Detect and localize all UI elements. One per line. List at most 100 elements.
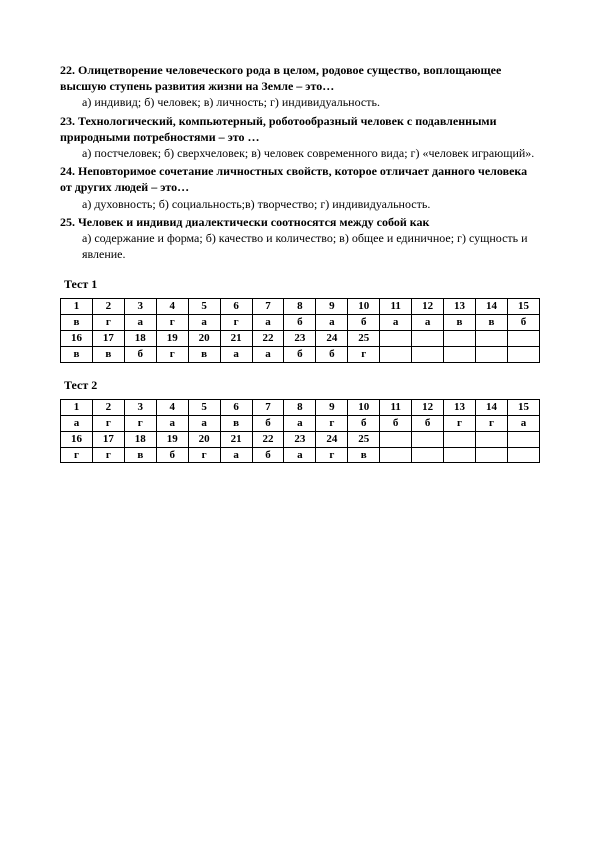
table-cell: г <box>188 447 220 463</box>
table-cell: 16 <box>61 431 93 447</box>
table-cell: 4 <box>156 400 188 416</box>
test-2-label: Тест 2 <box>64 377 540 393</box>
table-cell: в <box>348 447 380 463</box>
question-number: 24. <box>60 164 75 178</box>
table-row: 16171819202122232425 <box>61 431 540 447</box>
table-cell: в <box>61 346 93 362</box>
table-row: ввбгвааббг <box>61 346 540 362</box>
table-cell <box>380 331 412 347</box>
table-cell: 8 <box>284 299 316 315</box>
table-cell <box>380 431 412 447</box>
table-cell: а <box>220 447 252 463</box>
table-cell: 5 <box>188 299 220 315</box>
table-cell: г <box>92 447 124 463</box>
table-cell: 8 <box>284 400 316 416</box>
table-cell: а <box>284 447 316 463</box>
table-cell: 3 <box>124 299 156 315</box>
table-cell: 14 <box>475 299 507 315</box>
test-1-label: Тест 1 <box>64 276 540 292</box>
table-cell: г <box>61 447 93 463</box>
table-cell: а <box>156 415 188 431</box>
table-cell: г <box>348 346 380 362</box>
table-cell: г <box>124 415 156 431</box>
table-cell: б <box>156 447 188 463</box>
table-cell: 15 <box>507 299 539 315</box>
table-cell: 17 <box>92 431 124 447</box>
table-cell: 10 <box>348 299 380 315</box>
table-cell: б <box>252 447 284 463</box>
table-cell: в <box>61 315 93 331</box>
table-cell: 24 <box>316 431 348 447</box>
table-cell: 25 <box>348 431 380 447</box>
question-23: 23. Технологический, компьютерный, робот… <box>60 113 540 162</box>
table-cell <box>444 331 476 347</box>
table-cell: б <box>124 346 156 362</box>
question-number: 25. <box>60 215 75 229</box>
table-cell: г <box>92 415 124 431</box>
table-cell <box>475 431 507 447</box>
table-cell: 10 <box>348 400 380 416</box>
table-cell: б <box>252 415 284 431</box>
table-cell: 22 <box>252 331 284 347</box>
test-1-table: 123456789101112131415вгагагабабааввб1617… <box>60 298 540 362</box>
table-cell: 2 <box>92 400 124 416</box>
table-cell: г <box>316 447 348 463</box>
table-cell: б <box>507 315 539 331</box>
table-cell: 17 <box>92 331 124 347</box>
question-options: а) духовность; б) социальность;в) творче… <box>82 196 540 212</box>
table-cell: 1 <box>61 299 93 315</box>
question-stem: Технологический, компьютерный, роботообр… <box>60 114 497 144</box>
table-cell: 3 <box>124 400 156 416</box>
table-cell <box>444 447 476 463</box>
test-2-table: 123456789101112131415аггаавбагбббгга1617… <box>60 399 540 463</box>
table-cell: а <box>380 315 412 331</box>
table-cell: 9 <box>316 400 348 416</box>
table-cell <box>412 431 444 447</box>
table-cell: 19 <box>156 331 188 347</box>
table-cell: а <box>188 415 220 431</box>
table-cell: 21 <box>220 431 252 447</box>
table-cell: а <box>61 415 93 431</box>
table-cell: г <box>92 315 124 331</box>
table-cell: а <box>220 346 252 362</box>
table-cell: 13 <box>444 400 476 416</box>
table-cell: 20 <box>188 431 220 447</box>
table-cell: 20 <box>188 331 220 347</box>
table-cell: 13 <box>444 299 476 315</box>
table-cell: 11 <box>380 299 412 315</box>
table-cell: 11 <box>380 400 412 416</box>
table-cell <box>412 447 444 463</box>
table-cell: б <box>348 415 380 431</box>
table-cell: 23 <box>284 331 316 347</box>
table-cell: б <box>284 346 316 362</box>
table-cell <box>412 346 444 362</box>
table-cell: а <box>284 415 316 431</box>
table-cell: 23 <box>284 431 316 447</box>
table-cell: 4 <box>156 299 188 315</box>
table-row: 16171819202122232425 <box>61 331 540 347</box>
table-cell: 6 <box>220 299 252 315</box>
table-cell: г <box>444 415 476 431</box>
table-cell: 21 <box>220 331 252 347</box>
table-cell: 24 <box>316 331 348 347</box>
table-cell: 18 <box>124 431 156 447</box>
table-row: вгагагабабааввб <box>61 315 540 331</box>
question-22: 22. Олицетворение человеческого рода в ц… <box>60 62 540 111</box>
table-row: аггаавбагбббгга <box>61 415 540 431</box>
table-cell <box>444 346 476 362</box>
question-number: 23. <box>60 114 75 128</box>
table-cell: 14 <box>475 400 507 416</box>
table-cell: б <box>380 415 412 431</box>
table-cell: в <box>444 315 476 331</box>
table-cell: б <box>348 315 380 331</box>
table-cell: в <box>92 346 124 362</box>
question-stem: Неповторимое сочетание личностных свойст… <box>60 164 527 194</box>
table-cell <box>475 331 507 347</box>
table-cell: 12 <box>412 400 444 416</box>
table-cell <box>380 447 412 463</box>
table-cell: а <box>412 315 444 331</box>
table-row: 123456789101112131415 <box>61 400 540 416</box>
table-cell <box>444 431 476 447</box>
table-cell: 1 <box>61 400 93 416</box>
table-cell: 15 <box>507 400 539 416</box>
